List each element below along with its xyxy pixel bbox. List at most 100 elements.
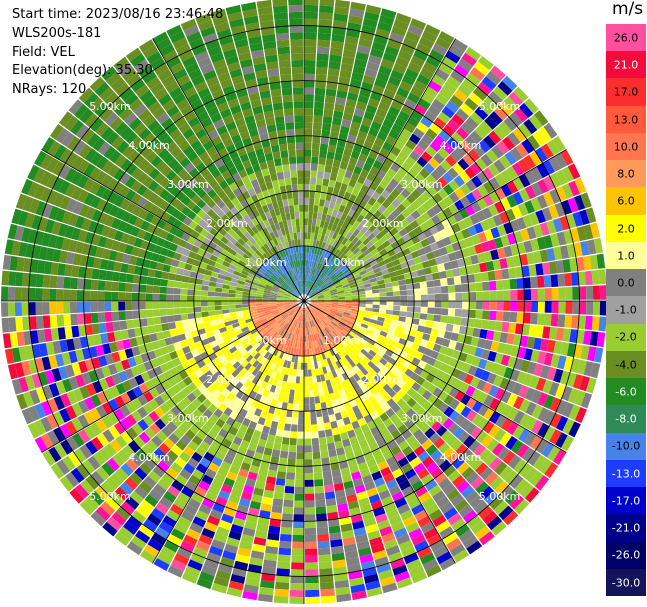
velocity-gate bbox=[397, 456, 409, 468]
velocity-gate bbox=[225, 324, 234, 331]
velocity-gate bbox=[351, 236, 359, 245]
velocity-gate bbox=[182, 56, 197, 68]
velocity-gate bbox=[317, 279, 323, 286]
velocity-gate bbox=[307, 306, 313, 313]
velocity-gate bbox=[319, 199, 326, 207]
velocity-gate bbox=[251, 226, 259, 235]
velocity-gate bbox=[267, 316, 275, 322]
velocity-gate bbox=[374, 137, 385, 148]
velocity-gate bbox=[419, 552, 436, 565]
velocity-gate bbox=[572, 211, 584, 227]
velocity-gate bbox=[127, 264, 136, 275]
velocity-gate bbox=[84, 313, 92, 324]
velocity-gate bbox=[140, 240, 150, 250]
velocity-gate bbox=[204, 173, 215, 184]
velocity-gate bbox=[311, 334, 315, 342]
velocity-gate bbox=[124, 244, 134, 255]
velocity-gate bbox=[337, 454, 347, 463]
velocity-gate bbox=[319, 264, 325, 272]
velocity-gate bbox=[307, 232, 311, 240]
velocity-gate bbox=[23, 330, 32, 346]
velocity-gate bbox=[361, 259, 370, 267]
velocity-gate bbox=[305, 307, 308, 315]
velocity-gate bbox=[329, 532, 342, 541]
velocity-gate bbox=[299, 342, 302, 350]
velocity-gate bbox=[402, 74, 416, 86]
velocity-gate bbox=[332, 559, 346, 568]
velocity-gate bbox=[561, 183, 574, 199]
velocity-gate bbox=[561, 435, 574, 452]
velocity-gate bbox=[276, 214, 283, 223]
velocity-gate bbox=[287, 332, 292, 340]
velocity-gate bbox=[302, 307, 304, 315]
velocity-gate bbox=[230, 378, 239, 387]
velocity-gate bbox=[231, 224, 240, 233]
velocity-gate bbox=[383, 418, 393, 428]
velocity-gate bbox=[274, 282, 281, 288]
velocity-gate bbox=[89, 166, 102, 181]
velocity-gate bbox=[257, 257, 265, 265]
velocity-gate bbox=[304, 108, 314, 116]
velocity-gate bbox=[325, 88, 337, 97]
velocity-gate bbox=[455, 145, 468, 158]
velocity-gate bbox=[454, 308, 463, 317]
velocity-gate bbox=[140, 267, 149, 277]
velocity-gate bbox=[14, 287, 22, 301]
velocity-gate bbox=[316, 60, 329, 68]
velocity-gate bbox=[325, 429, 333, 437]
velocity-gate bbox=[194, 486, 208, 498]
velocity-gate bbox=[527, 361, 537, 375]
velocity-gate bbox=[418, 275, 427, 283]
velocity-gate bbox=[167, 315, 175, 323]
velocity-gate bbox=[202, 356, 212, 365]
velocity-gate bbox=[348, 194, 357, 203]
velocity-gate bbox=[309, 274, 313, 282]
velocity-gate bbox=[445, 269, 454, 278]
velocity-gate bbox=[596, 253, 606, 269]
velocity-gate bbox=[266, 159, 275, 168]
velocity-gate bbox=[506, 180, 519, 194]
velocity-gate bbox=[194, 368, 204, 378]
velocity-gate bbox=[291, 283, 297, 290]
velocity-gate bbox=[585, 207, 597, 224]
velocity-gate bbox=[221, 205, 230, 214]
velocity-gate bbox=[319, 282, 326, 288]
velocity-gate bbox=[206, 76, 220, 88]
velocity-gate bbox=[250, 194, 259, 203]
velocity-gate bbox=[374, 324, 383, 331]
velocity-gate bbox=[264, 152, 274, 162]
velocity-gate bbox=[184, 331, 193, 340]
velocity-gate bbox=[518, 188, 531, 202]
velocity-gate bbox=[553, 449, 567, 465]
velocity-gate bbox=[364, 202, 373, 212]
velocity-gate bbox=[316, 255, 322, 263]
velocity-gate bbox=[269, 304, 277, 307]
velocity-gate bbox=[480, 271, 489, 282]
velocity-gate bbox=[475, 481, 489, 495]
velocity-gate bbox=[401, 393, 412, 403]
velocity-gate bbox=[308, 289, 313, 296]
velocity-gate bbox=[38, 343, 48, 357]
velocity-gate bbox=[359, 124, 370, 134]
velocity-gate bbox=[28, 302, 36, 316]
velocity-gate bbox=[207, 296, 215, 301]
velocity-gate bbox=[46, 173, 58, 189]
velocity-gate bbox=[279, 250, 285, 258]
velocity-gate bbox=[503, 116, 518, 132]
velocity-gate bbox=[334, 315, 342, 320]
velocity-gate bbox=[351, 357, 360, 365]
velocity-gate bbox=[268, 462, 279, 471]
velocity-gate bbox=[381, 366, 390, 375]
velocity-gate bbox=[309, 191, 316, 199]
velocity-gate bbox=[371, 331, 380, 339]
velocity-gate bbox=[166, 450, 179, 462]
velocity-gate bbox=[464, 97, 479, 111]
velocity-gate bbox=[231, 396, 241, 405]
velocity-gate bbox=[46, 430, 60, 446]
velocity-gate bbox=[348, 342, 356, 350]
velocity-gate bbox=[101, 248, 111, 260]
velocity-gate bbox=[327, 325, 334, 332]
velocity-gate bbox=[413, 288, 421, 295]
velocity-gate bbox=[497, 342, 507, 354]
velocity-gate bbox=[207, 306, 215, 312]
